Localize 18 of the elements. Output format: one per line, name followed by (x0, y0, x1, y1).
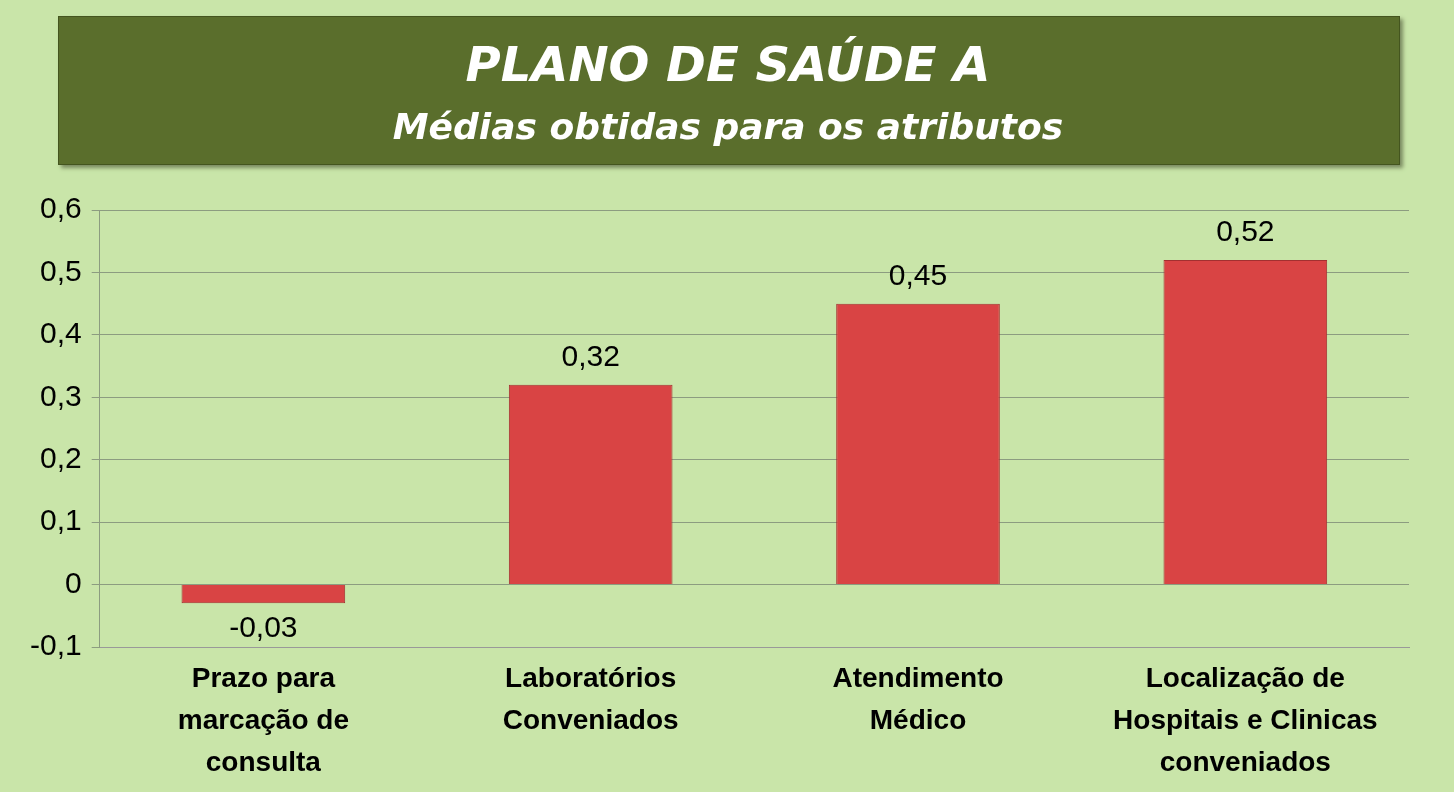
chart-subtitle: Médias obtidas para os atributos (391, 106, 1065, 147)
y-tick-label: 0 (65, 565, 82, 599)
y-tick-label: 0,5 (39, 253, 82, 287)
y-tick-label: -0,1 (29, 628, 82, 662)
y-tick-label: 0,6 (39, 191, 82, 225)
x-tick-label: Prazo para marcação de consulta (177, 661, 349, 777)
y-tick-label: 0,4 (39, 316, 82, 350)
y-tick-label: 0,1 (39, 503, 82, 537)
data-label: 0,52 (1216, 214, 1275, 248)
y-tick-label: 0,2 (39, 440, 82, 474)
data-label: 0,32 (561, 339, 620, 373)
chart-title: PLANO DE SAÚDE A (464, 36, 992, 92)
data-label: -0,03 (229, 609, 298, 643)
data-label: 0,45 (888, 257, 948, 291)
x-tick-label: Laboratórios Conveniados (502, 661, 679, 735)
x-tick-label: Localização de Hospitais e Clinicas conveniados (1113, 661, 1378, 777)
x-tick-label: Atendimento Médico (832, 661, 1004, 735)
y-tick-label: 0,3 (39, 378, 82, 412)
